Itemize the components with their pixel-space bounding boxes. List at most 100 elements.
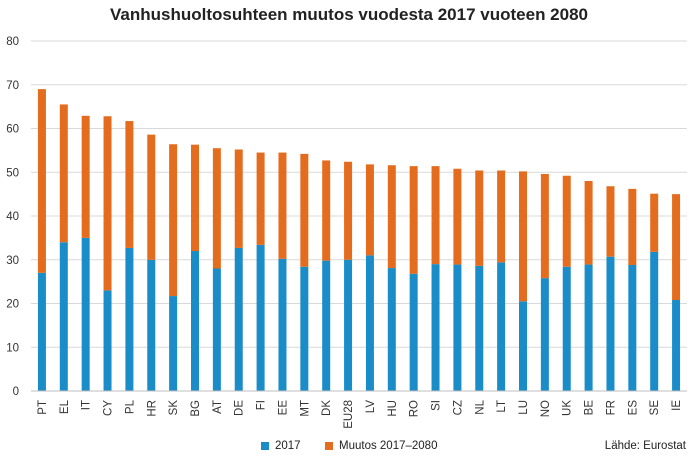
bar-uk-series-1 — [562, 175, 571, 267]
bar-dk-series-1 — [322, 160, 331, 261]
bar-ro-series-1 — [409, 166, 418, 274]
bar-cy-series-0 — [103, 290, 112, 391]
bar-hu-series-1 — [387, 165, 396, 269]
bar-at-series-0 — [212, 268, 221, 391]
y-tick-label-10: 10 — [6, 342, 19, 354]
x-tick-label-lv: LV — [365, 400, 377, 414]
y-tick-label-60: 60 — [6, 124, 19, 136]
bar-be-series-0 — [584, 264, 593, 391]
bar-pl-series-0 — [125, 247, 134, 391]
bar-hr-series-0 — [147, 259, 156, 391]
bar-it-series-1 — [81, 115, 90, 238]
x-tick-label-cz: CZ — [452, 400, 464, 415]
x-tick-label-nl: NL — [474, 399, 486, 414]
legend-swatch-2017 — [261, 442, 269, 450]
bar-ee-series-0 — [278, 258, 287, 391]
bar-uk-series-0 — [562, 266, 571, 391]
bar-lt-series-1 — [497, 170, 506, 263]
bar-nl-series-0 — [475, 265, 484, 391]
bar-fr-series-1 — [606, 186, 615, 257]
x-tick-label-mt: MT — [299, 400, 311, 417]
y-tick-label-30: 30 — [6, 255, 19, 267]
bar-mt-series-1 — [300, 153, 309, 267]
legend-item-2017: 2017 — [261, 440, 301, 452]
bar-ie-series-0 — [672, 300, 681, 391]
bar-bg-series-0 — [191, 251, 199, 391]
x-tick-label-pl: PL — [124, 399, 136, 414]
bar-sk-series-1 — [169, 144, 178, 297]
legend-label-change: Muutos 2017–2080 — [339, 440, 438, 452]
x-tick-label-es: ES — [627, 400, 639, 416]
bar-nl-series-1 — [475, 170, 484, 266]
bar-es-series-1 — [628, 188, 637, 265]
gridlines — [31, 40, 687, 348]
bar-ie-series-1 — [672, 194, 681, 300]
bar-no-series-0 — [540, 278, 549, 391]
bar-eu28-series-0 — [344, 259, 353, 391]
x-tick-label-ee: EE — [277, 400, 289, 416]
x-tick-label-cy: CY — [103, 400, 115, 416]
bar-dk-series-0 — [322, 260, 331, 391]
y-tick-label-40: 40 — [6, 211, 19, 223]
x-tick-label-de: DE — [234, 400, 246, 416]
x-tick-label-sk: SK — [168, 400, 180, 416]
x-tick-label-si: SI — [431, 400, 443, 411]
x-tick-label-it: IT — [81, 400, 93, 410]
bar-de-series-0 — [234, 247, 243, 391]
bar-si-series-0 — [431, 264, 440, 391]
bar-pt-series-1 — [37, 89, 46, 273]
x-tick-label-hr: HR — [146, 400, 158, 417]
x-tick-label-fr: FR — [605, 400, 617, 415]
bar-pt-series-0 — [37, 272, 46, 391]
bar-el-series-0 — [59, 242, 68, 391]
x-tick-label-dk: DK — [321, 400, 333, 416]
legend-item-change: Muutos 2017–2080 — [325, 440, 437, 452]
x-tick-label-eu28: EU28 — [343, 400, 355, 429]
bar-bg-series-1 — [191, 144, 199, 251]
bars — [37, 89, 681, 391]
bar-cy-series-1 — [103, 116, 112, 291]
x-tick-label-pt: PT — [37, 400, 49, 415]
bar-fr-series-0 — [606, 256, 615, 391]
x-tick-label-no: NO — [540, 400, 552, 417]
x-tick-label-lt: LT — [496, 400, 508, 413]
x-tick-label-ie: IE — [671, 400, 683, 411]
bar-ro-series-0 — [409, 273, 418, 391]
legend-label-2017: 2017 — [275, 440, 301, 452]
y-tick-label-80: 80 — [6, 36, 19, 48]
chart-title: Vanhushuoltosuhteen muutos vuodesta 2017… — [109, 5, 588, 24]
bar-lu-series-0 — [519, 301, 527, 391]
bar-lv-series-1 — [365, 164, 374, 256]
bar-eu28-series-1 — [344, 161, 353, 260]
y-tick-label-50: 50 — [6, 167, 19, 179]
bar-it-series-0 — [81, 237, 90, 391]
x-tick-label-uk: UK — [562, 400, 574, 416]
bar-lu-series-1 — [519, 171, 527, 302]
bar-se-series-1 — [650, 193, 659, 252]
bar-si-series-1 — [431, 166, 440, 265]
bar-cz-series-1 — [453, 168, 462, 265]
y-tick-label-0: 0 — [13, 386, 19, 398]
bar-el-series-1 — [59, 104, 68, 243]
bar-hu-series-0 — [387, 268, 396, 391]
bar-ee-series-1 — [278, 152, 287, 259]
bar-be-series-1 — [584, 181, 593, 265]
bar-fi-series-1 — [256, 152, 265, 245]
bar-fi-series-0 — [256, 244, 265, 391]
x-tick-label-fi: FI — [256, 400, 268, 410]
x-tick-label-bg: BG — [190, 400, 202, 417]
bar-lt-series-0 — [497, 262, 506, 391]
bar-sk-series-0 — [169, 296, 178, 391]
bar-mt-series-0 — [300, 266, 309, 391]
bar-no-series-1 — [540, 174, 549, 279]
x-tick-label-at: AT — [212, 400, 224, 414]
x-tick-label-lu: LU — [518, 400, 530, 415]
axes: 0 10 20 30 40 50 60 70 80 PT EL IT CY PL HR SK BG AT DE FI E… — [6, 36, 687, 429]
y-tick-label-70: 70 — [6, 80, 19, 92]
bar-es-series-0 — [628, 265, 637, 391]
source-note: Lähde: Eurostat — [604, 440, 686, 452]
bar-cz-series-0 — [453, 264, 462, 391]
x-tick-label-be: BE — [584, 400, 596, 416]
bar-se-series-0 — [650, 251, 659, 391]
